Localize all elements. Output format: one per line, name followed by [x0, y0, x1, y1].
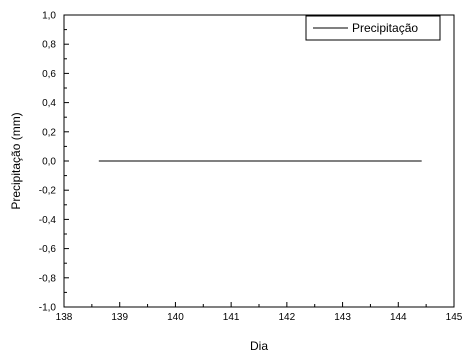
y-tick-label: 0,4 [42, 98, 56, 109]
y-tick-label: 1,0 [42, 11, 56, 22]
y-tick-label: -0,4 [39, 215, 57, 226]
x-tick-label: 142 [279, 312, 296, 323]
y-tick-label: 0,6 [42, 69, 56, 80]
x-tick-label: 138 [56, 312, 73, 323]
legend: Precipitação [305, 15, 441, 41]
x-tick-label: 145 [446, 312, 463, 323]
legend-label-precipitacao: Precipitação [352, 21, 418, 35]
x-tick-label: 139 [111, 312, 128, 323]
y-tick-label: -0,8 [39, 273, 57, 284]
x-axis-title: Dia [250, 339, 268, 353]
y-tick-label: 0,8 [42, 40, 56, 51]
y-tick-label: 0,0 [42, 157, 56, 168]
y-tick-label: 0,2 [42, 127, 56, 138]
y-axis-ticks: -1,0 -0,8 -0,6 -0,4 -0,2 0,0 0,2 0,4 0,6 0,8 1,0 [39, 11, 69, 314]
y-tick-label: -1,0 [39, 303, 57, 314]
x-axis-ticks: 138 139 140 141 142 143 144 145 [56, 302, 463, 323]
y-tick-label: -0,2 [39, 186, 57, 197]
x-tick-label: 141 [223, 312, 240, 323]
y-axis-title: Precipitação (mm) [9, 112, 23, 209]
x-tick-label: 144 [390, 312, 407, 323]
x-tick-label: 143 [334, 312, 351, 323]
x-tick-label: 140 [167, 312, 184, 323]
legend-box [305, 15, 441, 41]
y-tick-label: -0,6 [39, 244, 57, 255]
